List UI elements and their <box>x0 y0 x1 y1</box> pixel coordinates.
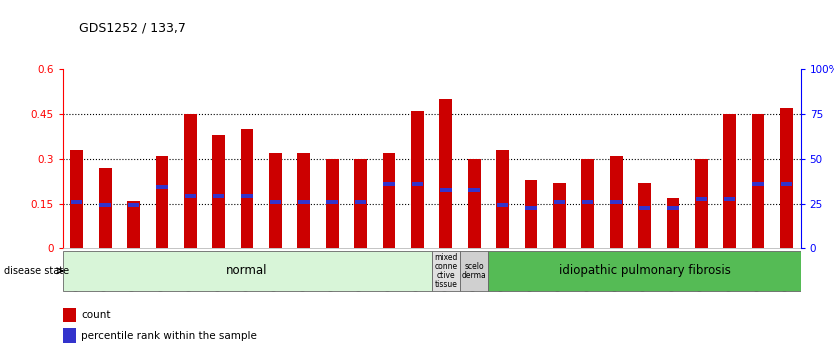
Bar <box>525 180 537 248</box>
Bar <box>780 108 793 248</box>
Text: percentile rank within the sample: percentile rank within the sample <box>81 331 257 341</box>
Bar <box>298 153 310 248</box>
Text: GSM37404: GSM37404 <box>73 249 81 291</box>
Text: GSM37406: GSM37406 <box>129 249 138 291</box>
Text: mixed
conne
ctive
tissue: mixed conne ctive tissue <box>435 253 458 289</box>
Text: GSM37429: GSM37429 <box>413 249 422 291</box>
Bar <box>724 197 736 201</box>
Bar <box>468 159 480 248</box>
Text: GSM37411: GSM37411 <box>271 249 280 291</box>
Bar <box>241 129 254 248</box>
Bar <box>326 159 339 248</box>
Text: GDS1252 / 133,7: GDS1252 / 133,7 <box>79 21 186 34</box>
Text: GSM37418: GSM37418 <box>498 249 507 291</box>
Bar <box>354 159 367 248</box>
Bar <box>184 114 197 248</box>
Bar <box>440 188 451 192</box>
Text: normal: normal <box>226 264 268 277</box>
Bar <box>383 153 395 248</box>
Bar <box>355 200 366 204</box>
Bar <box>610 200 622 204</box>
Bar <box>241 194 253 198</box>
Bar <box>432 250 460 291</box>
Bar <box>553 183 565 248</box>
Bar <box>440 99 452 248</box>
Bar <box>723 114 736 248</box>
Text: GSM37424: GSM37424 <box>668 249 677 291</box>
Text: GSM37421: GSM37421 <box>583 249 592 291</box>
Bar <box>497 203 508 207</box>
Bar <box>496 150 509 248</box>
Bar <box>70 150 83 248</box>
Text: GSM37409: GSM37409 <box>214 249 224 291</box>
Text: GSM37419: GSM37419 <box>526 249 535 291</box>
Bar <box>213 135 225 248</box>
Bar <box>752 182 764 186</box>
Bar <box>469 188 480 192</box>
Text: GSM37425: GSM37425 <box>696 249 706 291</box>
Text: disease state: disease state <box>4 266 69 276</box>
Bar <box>781 182 792 186</box>
Bar <box>298 200 309 204</box>
Text: GSM37423: GSM37423 <box>640 249 649 291</box>
Bar <box>269 153 282 248</box>
Bar <box>666 198 679 248</box>
Bar <box>695 159 708 248</box>
Bar <box>525 206 537 210</box>
Bar <box>696 197 707 201</box>
Bar <box>128 203 139 207</box>
Bar <box>326 200 338 204</box>
Text: GSM37414: GSM37414 <box>356 249 365 291</box>
Bar <box>554 200 565 204</box>
Bar <box>384 182 394 186</box>
Text: GSM37413: GSM37413 <box>328 249 337 291</box>
Bar <box>667 206 679 210</box>
Bar <box>489 250 801 291</box>
Text: GSM37412: GSM37412 <box>299 249 309 291</box>
Bar <box>582 200 594 204</box>
Bar <box>184 194 196 198</box>
Bar <box>213 194 224 198</box>
Bar <box>412 182 423 186</box>
Bar <box>610 156 622 248</box>
Bar <box>71 200 83 204</box>
Text: GSM37420: GSM37420 <box>555 249 564 291</box>
Bar <box>639 206 651 210</box>
Bar <box>127 200 140 248</box>
Text: scelo
derma: scelo derma <box>462 262 486 280</box>
Bar <box>63 308 76 322</box>
Bar <box>581 159 594 248</box>
Bar <box>98 168 112 248</box>
Text: GSM37422: GSM37422 <box>611 249 620 291</box>
Text: GSM37410: GSM37410 <box>243 249 252 291</box>
Text: GSM37426: GSM37426 <box>726 249 734 291</box>
Bar <box>460 250 489 291</box>
Text: count: count <box>81 310 110 320</box>
Text: GSM37405: GSM37405 <box>101 249 109 291</box>
Bar <box>63 328 76 343</box>
Text: GSM37408: GSM37408 <box>186 249 195 291</box>
Bar <box>99 203 111 207</box>
Text: GSM37417: GSM37417 <box>384 249 394 291</box>
Bar <box>156 185 168 189</box>
Text: idiopathic pulmonary fibrosis: idiopathic pulmonary fibrosis <box>559 264 731 277</box>
Text: GSM37416: GSM37416 <box>470 249 479 291</box>
Text: GSM37407: GSM37407 <box>158 249 167 291</box>
Bar <box>155 156 168 248</box>
Text: GSM37415: GSM37415 <box>441 249 450 291</box>
Text: GSM37427: GSM37427 <box>754 249 762 291</box>
Bar <box>63 250 432 291</box>
Text: GSM37428: GSM37428 <box>782 249 791 291</box>
Bar <box>269 200 281 204</box>
Bar <box>411 111 424 248</box>
Bar <box>751 114 765 248</box>
Bar <box>638 183 651 248</box>
